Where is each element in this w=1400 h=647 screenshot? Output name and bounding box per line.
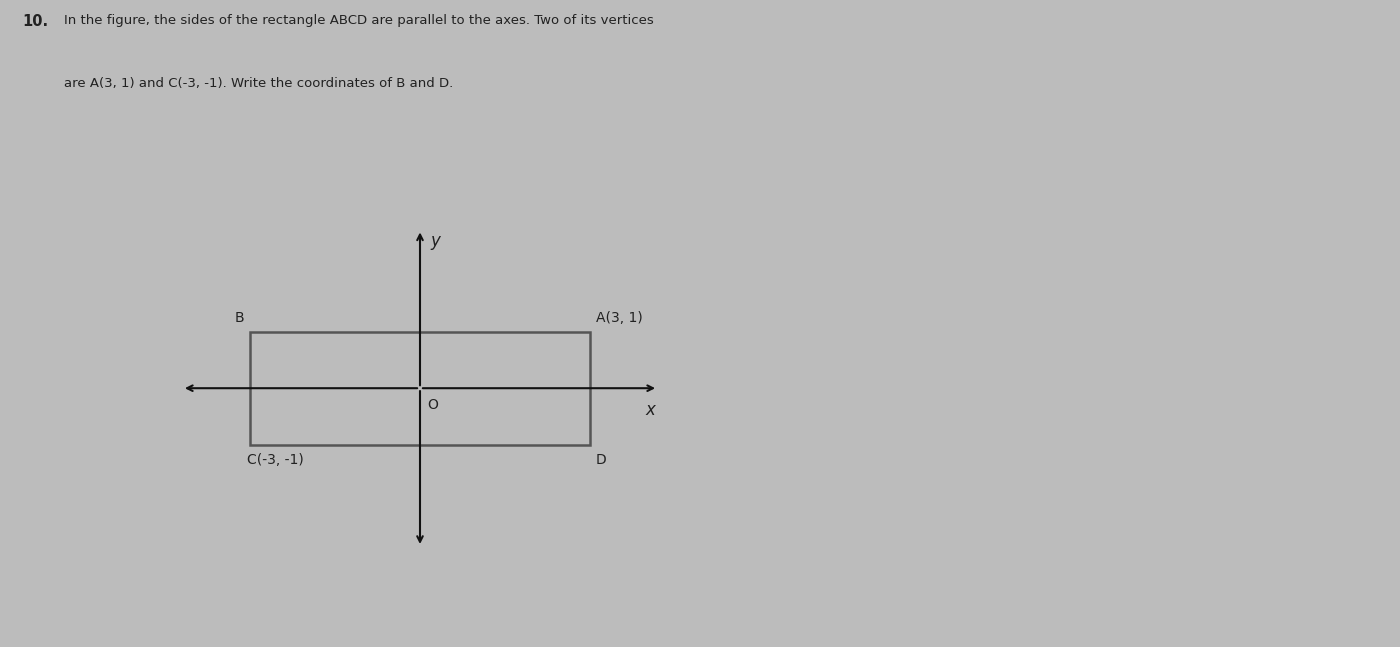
Text: 10.: 10. [22, 14, 49, 29]
Text: C(-3, -1): C(-3, -1) [248, 454, 304, 467]
Text: D: D [595, 454, 606, 467]
Text: x: x [645, 400, 655, 419]
Text: are A(3, 1) and C(-3, -1). Write the coordinates of B and D.: are A(3, 1) and C(-3, -1). Write the coo… [64, 77, 454, 90]
Text: In the figure, the sides of the rectangle ABCD are parallel to the axes. Two of : In the figure, the sides of the rectangl… [64, 14, 654, 27]
Text: B: B [235, 311, 245, 325]
Text: y: y [430, 232, 440, 250]
Text: O: O [427, 399, 438, 412]
Text: A(3, 1): A(3, 1) [595, 311, 643, 325]
